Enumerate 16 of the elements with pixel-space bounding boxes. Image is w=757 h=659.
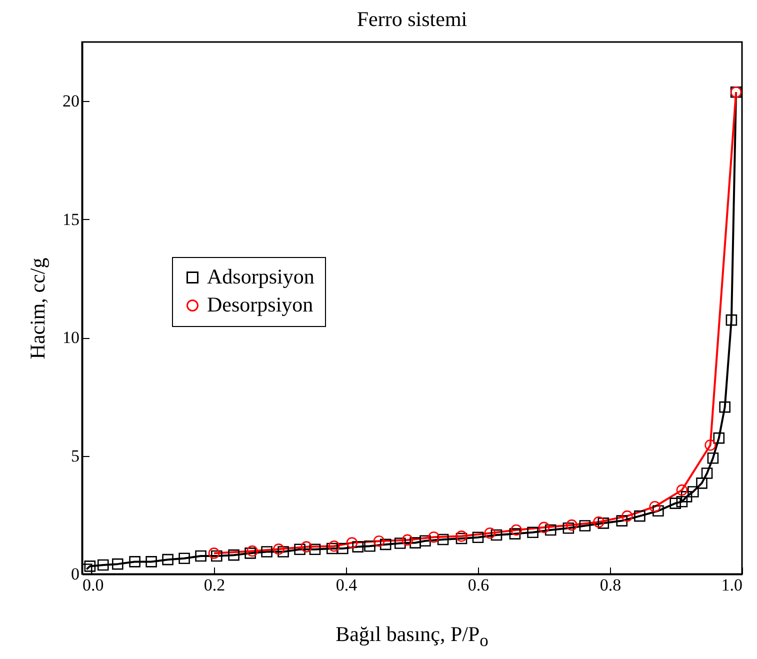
y-tick-label: 20: [62, 92, 80, 111]
x-tick-label: 0.4: [336, 576, 358, 594]
x-tick-label: 0.2: [204, 576, 226, 594]
y-tick-label: 15: [62, 210, 80, 229]
x-tick-label: 0.8: [600, 576, 622, 594]
legend-label: Adsorpsiyon: [207, 264, 315, 288]
y-tick-label: 0: [71, 564, 80, 584]
x-tick-label: 1.0: [721, 576, 742, 594]
y-tick-label: 5: [71, 446, 80, 466]
chart-title: Ferro sistemi: [356, 7, 468, 31]
x-tick-label: 0.6: [468, 576, 490, 594]
x-tick-label: 0.0: [82, 576, 104, 594]
x-axis-title: Bağıl basınç, P/P$_{o}$: [334, 622, 490, 652]
y-tick-label: 10: [62, 328, 80, 348]
y-axis-title: Hacim, cc/g: [26, 257, 50, 360]
legend-label: Desorpsiyon: [207, 292, 314, 316]
